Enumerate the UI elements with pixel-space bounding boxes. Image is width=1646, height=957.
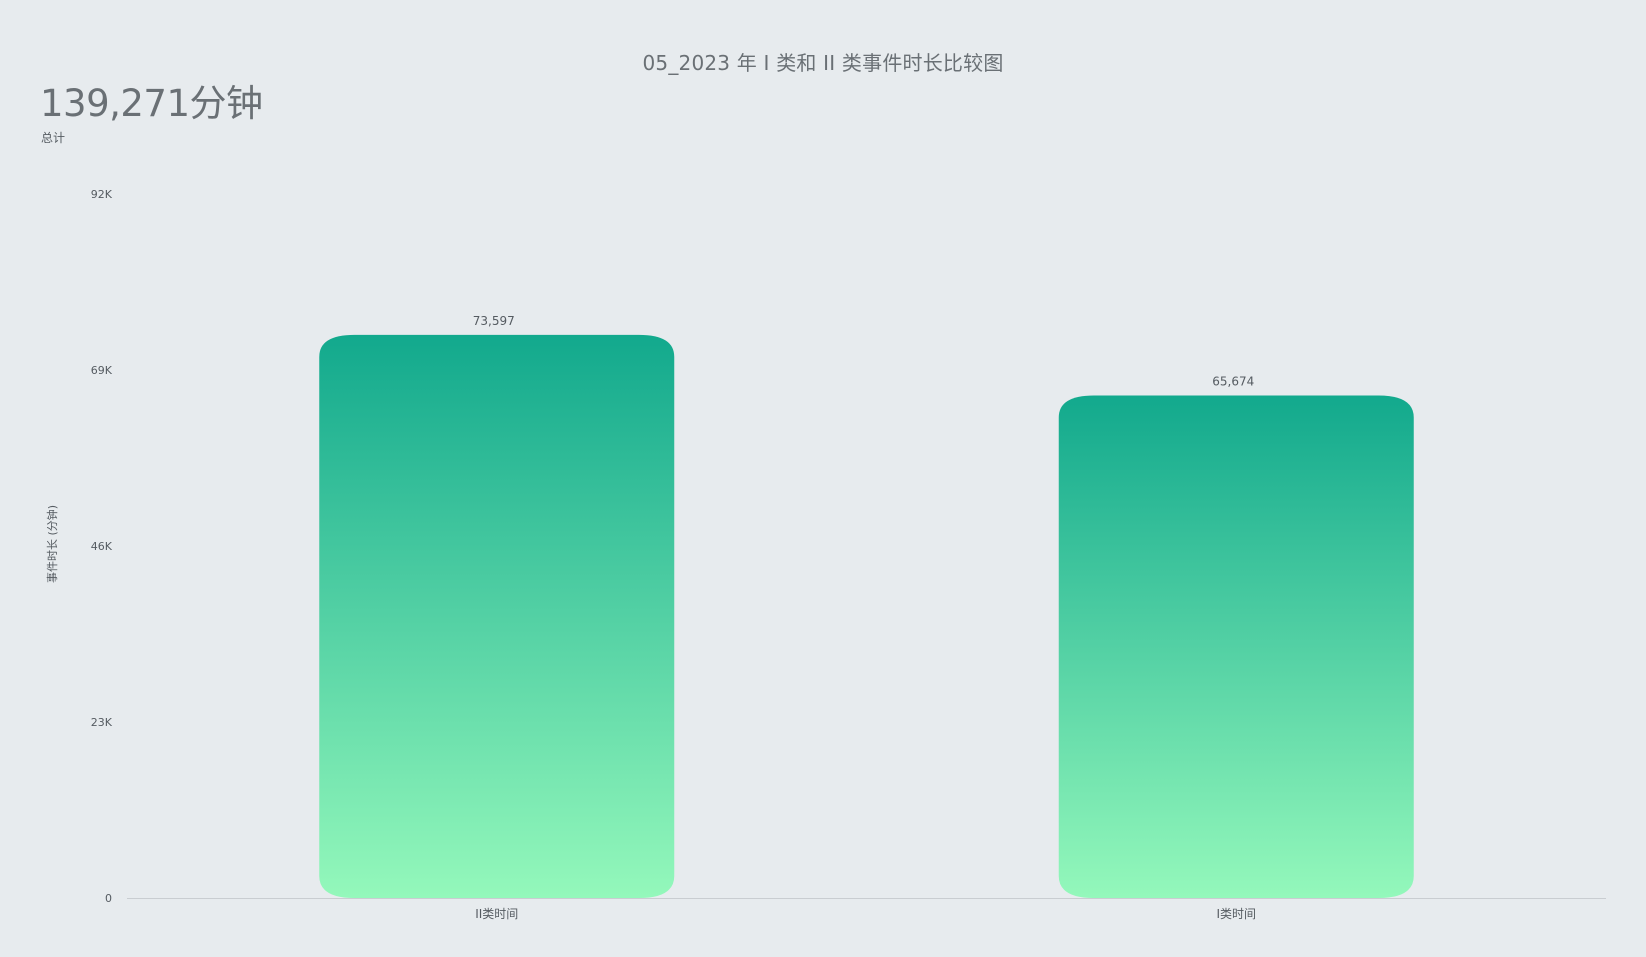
chart-title: 05_2023 年 I 类和 II 类事件时长比较图 [642, 51, 1004, 75]
data-labels: 73,597 65,674 [473, 314, 1255, 389]
x-category-label: I类时间 [1216, 907, 1256, 921]
bar-1[interactable] [319, 334, 675, 898]
x-axis-labels: II类时间 I类时间 [475, 907, 1256, 921]
bar-2[interactable] [1058, 395, 1414, 898]
y-tick-label: 46K [91, 540, 113, 553]
bars [319, 334, 1414, 898]
x-category-label: II类时间 [475, 907, 518, 921]
y-tick-label: 92K [91, 188, 113, 201]
y-tick-label: 69K [91, 364, 113, 377]
y-tick-label: 0 [105, 892, 112, 905]
y-axis-ticks: 0 23K 46K 69K 92K [91, 188, 113, 905]
kpi-total-label: 总计 [41, 131, 66, 145]
y-tick-label: 23K [91, 716, 113, 729]
bar-value-label: 65,674 [1212, 374, 1254, 388]
kpi-total-value: 139,271分钟 [40, 82, 263, 125]
bar-value-label: 73,597 [473, 314, 515, 328]
y-axis-title: 事件时长 (分钟) [45, 505, 59, 583]
